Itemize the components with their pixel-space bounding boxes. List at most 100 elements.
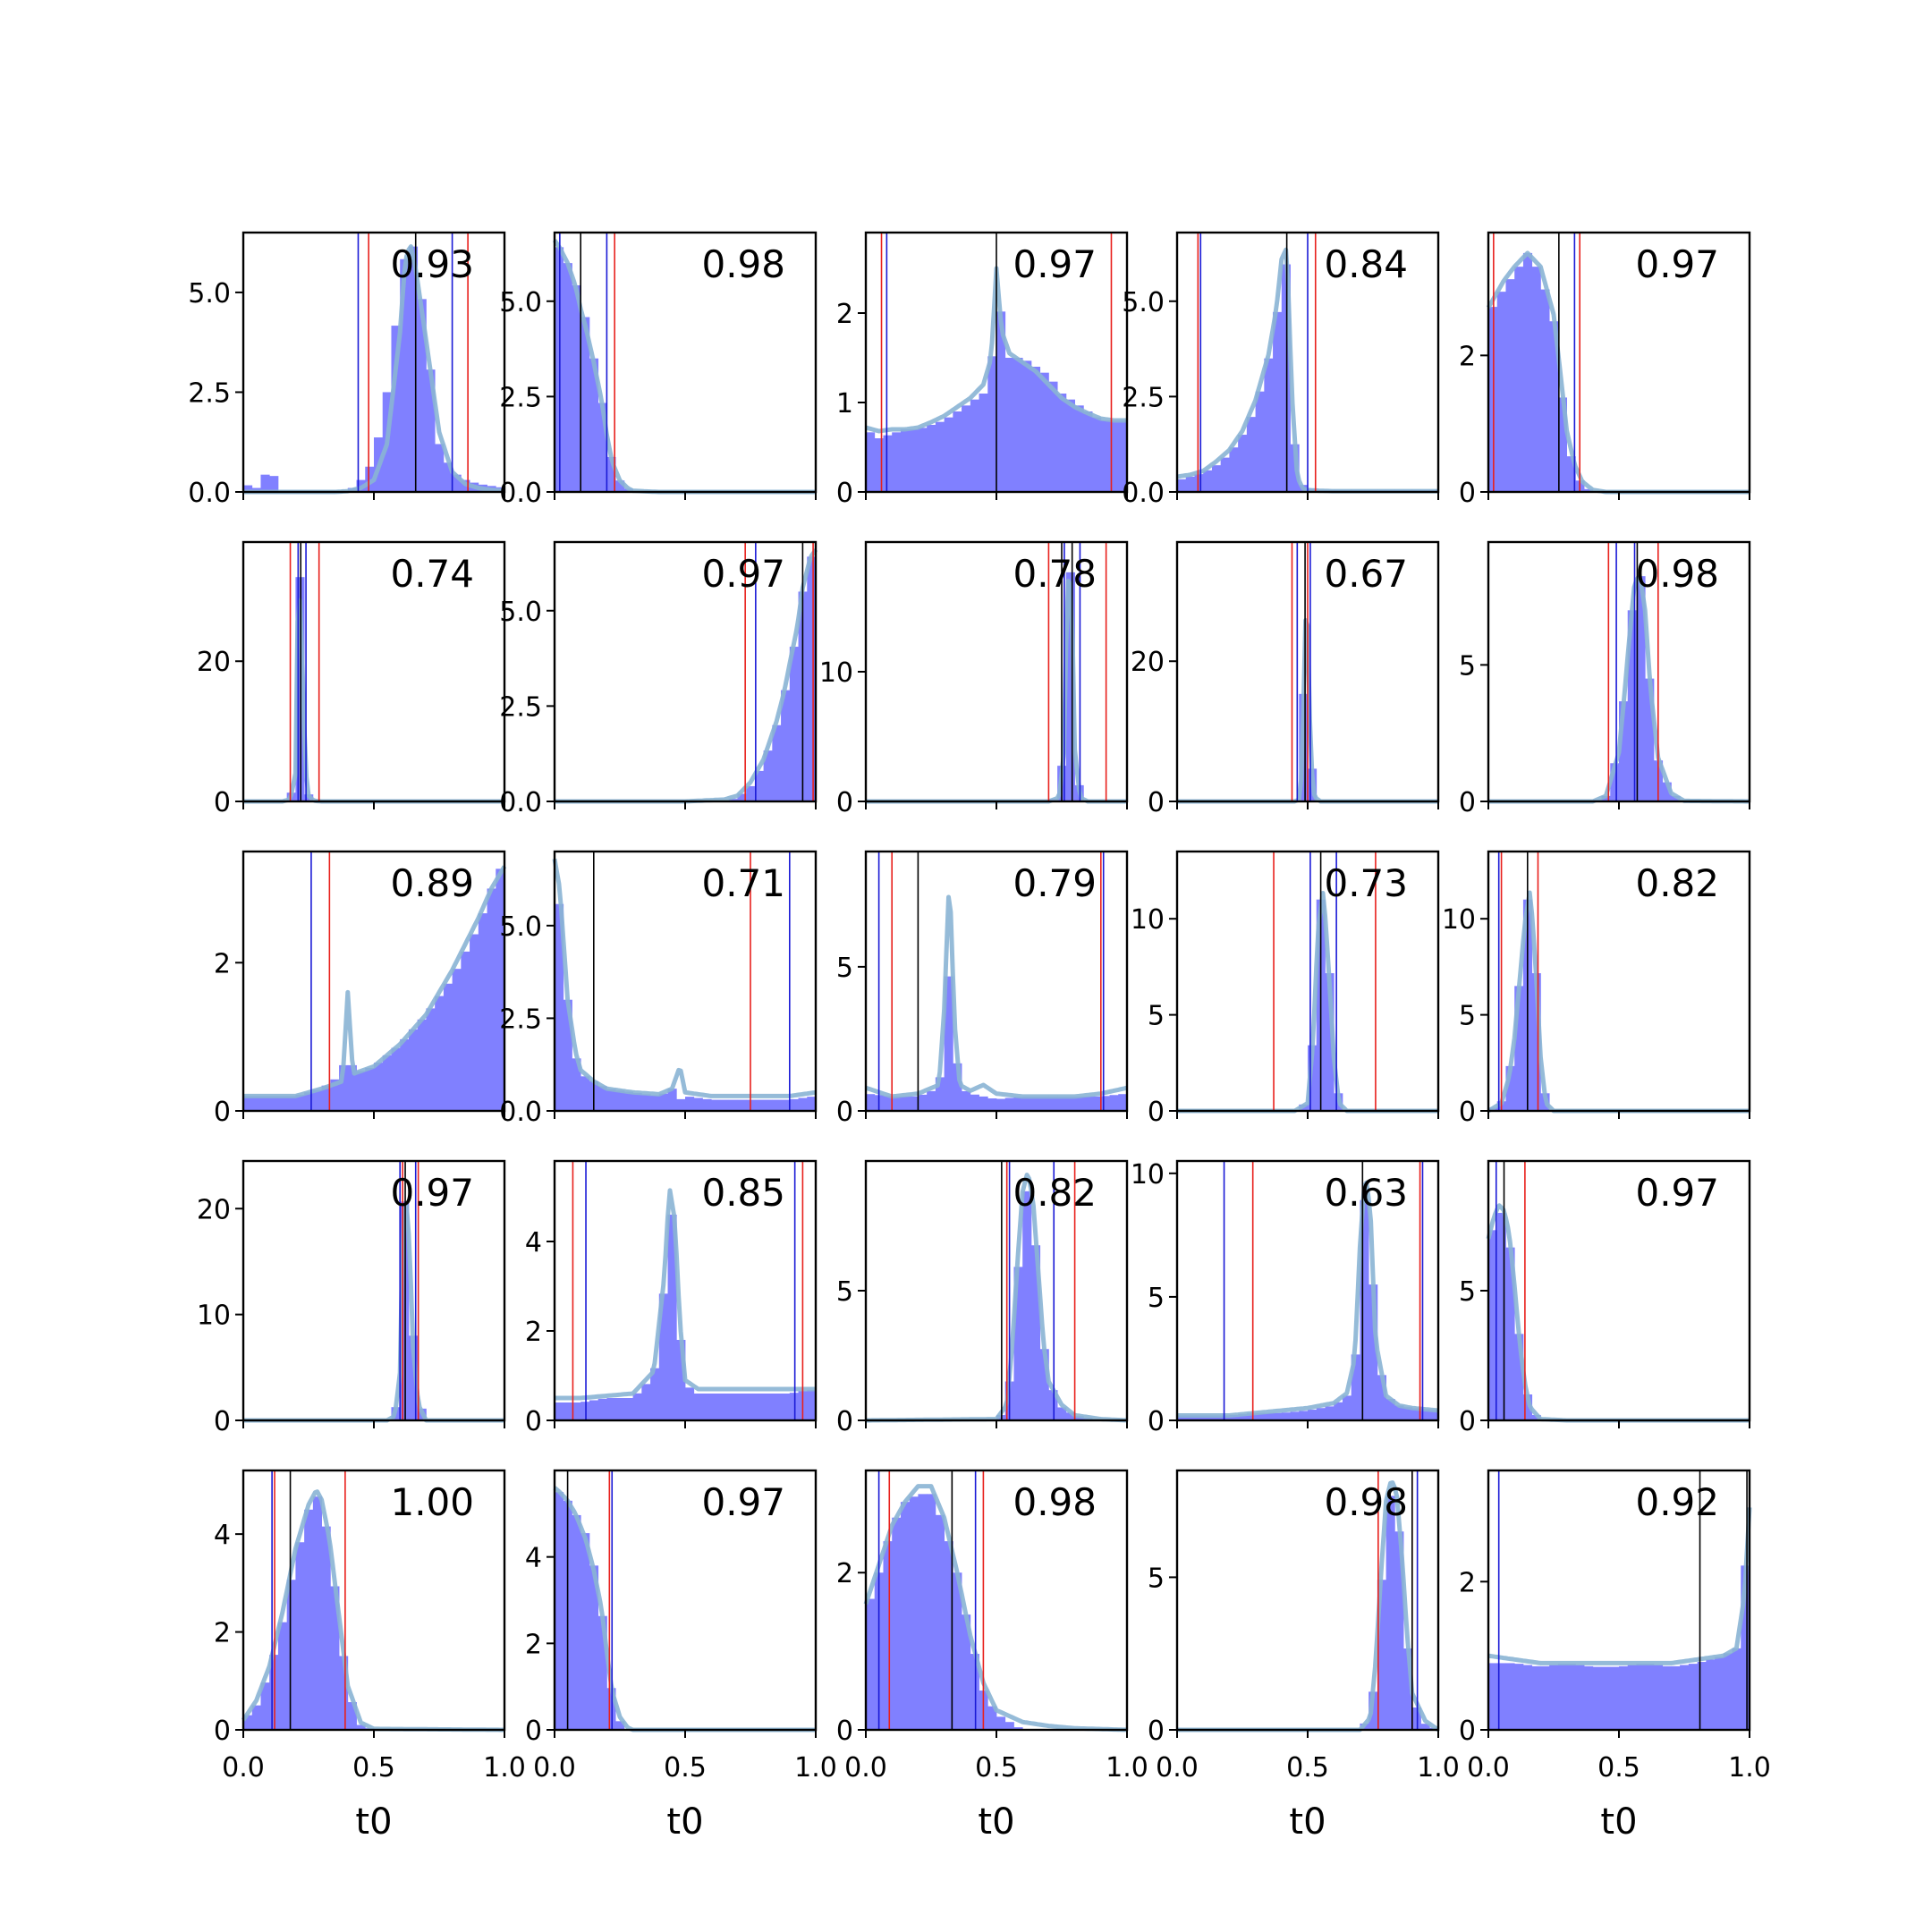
histogram-bar xyxy=(391,326,401,492)
histogram-bar xyxy=(798,1097,808,1111)
histogram-bar xyxy=(1723,1653,1733,1730)
histogram-bar xyxy=(597,1398,607,1420)
y-tick-label: 2 xyxy=(214,1618,231,1649)
histogram-bar xyxy=(1100,420,1110,492)
histogram-bar xyxy=(295,1095,305,1111)
histogram-bar xyxy=(1308,1045,1318,1111)
histogram-bar xyxy=(1299,1411,1309,1420)
y-tick-label: 2 xyxy=(836,1558,853,1589)
histogram-bar xyxy=(763,1394,773,1420)
kde-curve xyxy=(1176,1180,1439,1418)
histogram-bar xyxy=(1290,1411,1300,1420)
histogram-bar xyxy=(339,1656,349,1730)
histogram-bar xyxy=(918,428,928,492)
y-tick-label: 0 xyxy=(1148,787,1165,818)
histogram-bar xyxy=(632,1393,642,1420)
histogram-bar xyxy=(563,263,572,492)
score-annotation: 0.73 xyxy=(1324,861,1408,905)
score-annotation: 0.67 xyxy=(1324,552,1408,596)
y-tick-label: 0 xyxy=(836,1406,853,1437)
y-tick-label: 0 xyxy=(1459,478,1476,509)
histogram-bar xyxy=(1057,1407,1067,1420)
histogram-bar xyxy=(400,1038,410,1111)
y-tick-label: 0.0 xyxy=(499,1097,542,1128)
histogram-bar xyxy=(987,1706,997,1730)
histogram-bar xyxy=(685,1097,695,1111)
histogram-bar xyxy=(1092,1096,1102,1111)
score-annotation: 0.82 xyxy=(1635,861,1719,905)
subplot-r1-c3: 0 1 2 0.97 xyxy=(836,231,1129,509)
histogram-bar xyxy=(1074,1096,1084,1111)
y-tick-label: 0 xyxy=(1459,1406,1476,1437)
histogram-bar xyxy=(1308,1410,1318,1420)
histogram-bar xyxy=(1211,1415,1222,1420)
histogram-bar xyxy=(555,1402,564,1420)
score-annotation: 0.79 xyxy=(1013,861,1097,905)
histogram-bar xyxy=(1505,1065,1515,1111)
x-axis-label: t0 xyxy=(355,1801,392,1843)
y-tick-label: 4 xyxy=(525,1543,542,1574)
x-tick-label: 1.0 xyxy=(1417,1752,1460,1784)
x-axis-label: t0 xyxy=(1600,1801,1637,1843)
histogram-bar xyxy=(909,1496,919,1730)
histogram-bar xyxy=(1238,435,1248,492)
histogram-bar xyxy=(606,456,616,492)
histogram-bar xyxy=(1592,1666,1602,1730)
y-tick-label: 5.0 xyxy=(1122,287,1165,318)
subplot-r2-c5: 050.98 xyxy=(1459,540,1751,818)
x-tick-label: 0.0 xyxy=(844,1752,887,1784)
histogram-bar xyxy=(1549,1665,1559,1730)
histogram-bar xyxy=(685,1387,695,1420)
histogram-bar xyxy=(1264,358,1274,492)
histogram-bar xyxy=(918,1494,928,1730)
histogram-bar xyxy=(1636,1664,1646,1730)
subplot-r4-c1: 0 10 20 0.97 xyxy=(197,1159,506,1437)
histogram-bar xyxy=(260,1096,270,1111)
histogram-bar xyxy=(580,1076,590,1111)
histogram-bar xyxy=(1394,1531,1404,1730)
y-tick-label: 2.5 xyxy=(1122,382,1165,413)
histogram-bar xyxy=(1584,1665,1594,1730)
histogram-bar xyxy=(789,1098,799,1111)
histogram-bar xyxy=(1083,1096,1093,1111)
y-tick-label: 2 xyxy=(525,1317,542,1348)
y-tick-label: 10 xyxy=(1131,904,1165,936)
histogram-bar xyxy=(1273,311,1283,492)
y-tick-label: 0 xyxy=(1148,1097,1165,1128)
histogram-bar xyxy=(563,999,572,1111)
histogram-bar xyxy=(1030,367,1041,492)
y-tick-label: 0 xyxy=(1459,1716,1476,1747)
histogram-bar xyxy=(935,1077,945,1111)
y-tick-label: 5 xyxy=(1148,1001,1165,1032)
histogram-bar xyxy=(909,429,919,492)
histogram-bar xyxy=(277,1622,288,1730)
score-annotation: 0.84 xyxy=(1324,242,1408,286)
histogram-bar xyxy=(1653,1665,1664,1730)
score-annotation: 0.97 xyxy=(390,1171,474,1215)
histogram-bar xyxy=(772,1394,782,1420)
histogram-bar xyxy=(1522,1394,1533,1420)
score-annotation: 0.92 xyxy=(1635,1480,1719,1524)
y-tick-label: 20 xyxy=(1131,647,1165,678)
y-tick-label: 5.0 xyxy=(499,911,542,943)
histogram-bar xyxy=(979,1096,988,1111)
histogram-bar xyxy=(1109,1095,1119,1111)
histogram-bar xyxy=(1601,1666,1611,1730)
histogram-bar xyxy=(754,770,764,801)
histogram-bar xyxy=(1342,1395,1352,1420)
histogram-bar xyxy=(1211,465,1222,492)
histogram-bar xyxy=(781,1394,791,1420)
histogram-bar xyxy=(1514,1664,1524,1730)
histogram-bar xyxy=(1601,795,1611,801)
x-tick-label: 0.5 xyxy=(352,1752,395,1784)
histogram-bar xyxy=(1645,678,1655,801)
histogram-bar xyxy=(295,1542,305,1730)
subplot-r5-c2: 0 2 4 0.0 0.5 1.0 t0 0.97 xyxy=(525,1469,837,1843)
x-tick-label: 0.0 xyxy=(533,1752,576,1784)
y-tick-label: 20 xyxy=(197,1194,231,1225)
histogram-bar xyxy=(1039,372,1049,492)
x-axis-label: t0 xyxy=(978,1801,1014,1843)
histogram-bar xyxy=(728,1394,738,1420)
y-tick-label: 0 xyxy=(214,1406,231,1437)
x-axis-label: t0 xyxy=(666,1801,703,1843)
